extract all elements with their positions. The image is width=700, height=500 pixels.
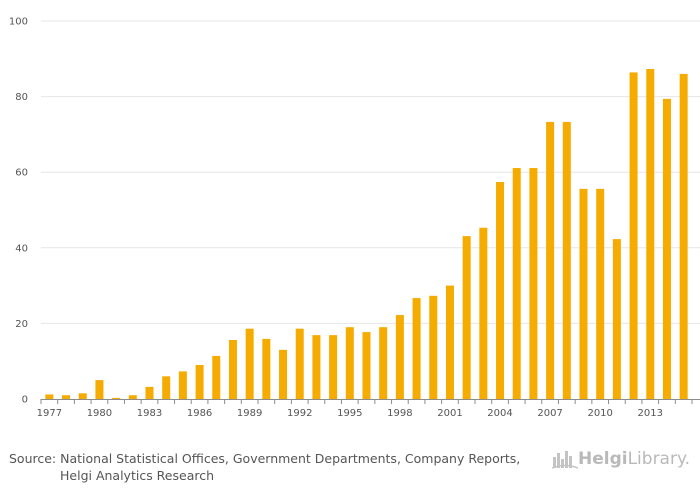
x-tick-label: 1980 [87, 408, 112, 419]
y-tick-label: 0 [22, 395, 28, 406]
x-tick-label: 1977 [37, 408, 62, 419]
bar-1994 [329, 335, 338, 399]
x-tick-label: 1992 [287, 408, 312, 419]
x-tick-label: 2004 [487, 408, 512, 419]
y-tick-label: 40 [15, 243, 28, 254]
bar-1980 [95, 380, 104, 399]
bar-2007 [546, 121, 555, 400]
bar-1991 [279, 349, 288, 399]
bar-2009 [579, 188, 588, 399]
bar-1981 [112, 397, 121, 399]
x-tick-label: 1983 [137, 408, 162, 419]
y-tick-label: 100 [9, 17, 28, 28]
bar-2000 [429, 295, 438, 399]
x-tick-label: 2013 [638, 408, 663, 419]
bar-series [45, 69, 688, 400]
x-axis-ticks: 1977 1980 1983 1986 1989 1992 1995 1998 2001 2004… [37, 399, 693, 419]
x-tick-label: 1998 [387, 408, 412, 419]
x-tick-label: 2010 [587, 408, 612, 419]
y-axis-ticks: 0 20 40 60 80 100 [9, 17, 28, 406]
bar-2014 [662, 98, 671, 400]
x-tick-label: 2001 [437, 408, 462, 419]
bar-1979 [78, 393, 87, 399]
bar-2013 [646, 69, 655, 399]
bar-1982 [128, 395, 137, 399]
bar-2003 [479, 227, 488, 399]
bar-1978 [62, 395, 71, 399]
bar-2002 [462, 236, 471, 399]
library-logo-icon [551, 451, 578, 469]
bar-2008 [562, 121, 571, 400]
bar-2004 [496, 182, 505, 399]
bar-chart: 0 20 40 60 80 100 1977 1980 1983 1986 1989 1992 199… [9, 17, 700, 419]
bar-1998 [395, 315, 404, 399]
bar-2015 [679, 73, 688, 400]
bar-2006 [529, 168, 538, 399]
bar-1987 [212, 355, 221, 399]
source-note: Source: National Statistical Offices, Go… [9, 450, 549, 484]
brand-name-bold: Helgi [577, 449, 628, 469]
x-tick-label: 1986 [187, 408, 212, 419]
x-tick-label: 1989 [237, 408, 262, 419]
gridlines [41, 20, 700, 324]
bar-1995 [345, 327, 354, 399]
bar-1988 [228, 340, 237, 399]
bar-1984 [162, 376, 171, 399]
bar-1977 [45, 394, 54, 399]
helgi-library-logo: Helgi Library. [551, 449, 690, 469]
source-line-1: Source: National Statistical Offices, Go… [9, 451, 521, 466]
bar-1983 [145, 386, 154, 399]
bar-1990 [262, 338, 271, 399]
bar-2010 [596, 188, 605, 399]
bar-1986 [195, 364, 204, 399]
brand-name-light: Library. [627, 449, 690, 469]
bar-1992 [295, 328, 304, 399]
y-tick-label: 20 [15, 319, 28, 330]
bar-2005 [512, 168, 521, 399]
bar-1999 [412, 298, 421, 399]
bar-1985 [178, 371, 187, 399]
bar-1993 [312, 335, 321, 399]
y-tick-label: 60 [15, 168, 28, 179]
x-tick-label: 1995 [337, 408, 362, 419]
y-tick-label: 80 [15, 92, 28, 103]
x-tick-label: 2007 [537, 408, 562, 419]
bar-2012 [629, 72, 638, 399]
bar-1997 [379, 327, 388, 399]
source-line-2: Helgi Analytics Research [60, 468, 215, 483]
bar-1996 [362, 332, 371, 399]
bar-1989 [245, 328, 254, 399]
bar-2001 [445, 285, 454, 399]
bar-2011 [612, 239, 621, 399]
